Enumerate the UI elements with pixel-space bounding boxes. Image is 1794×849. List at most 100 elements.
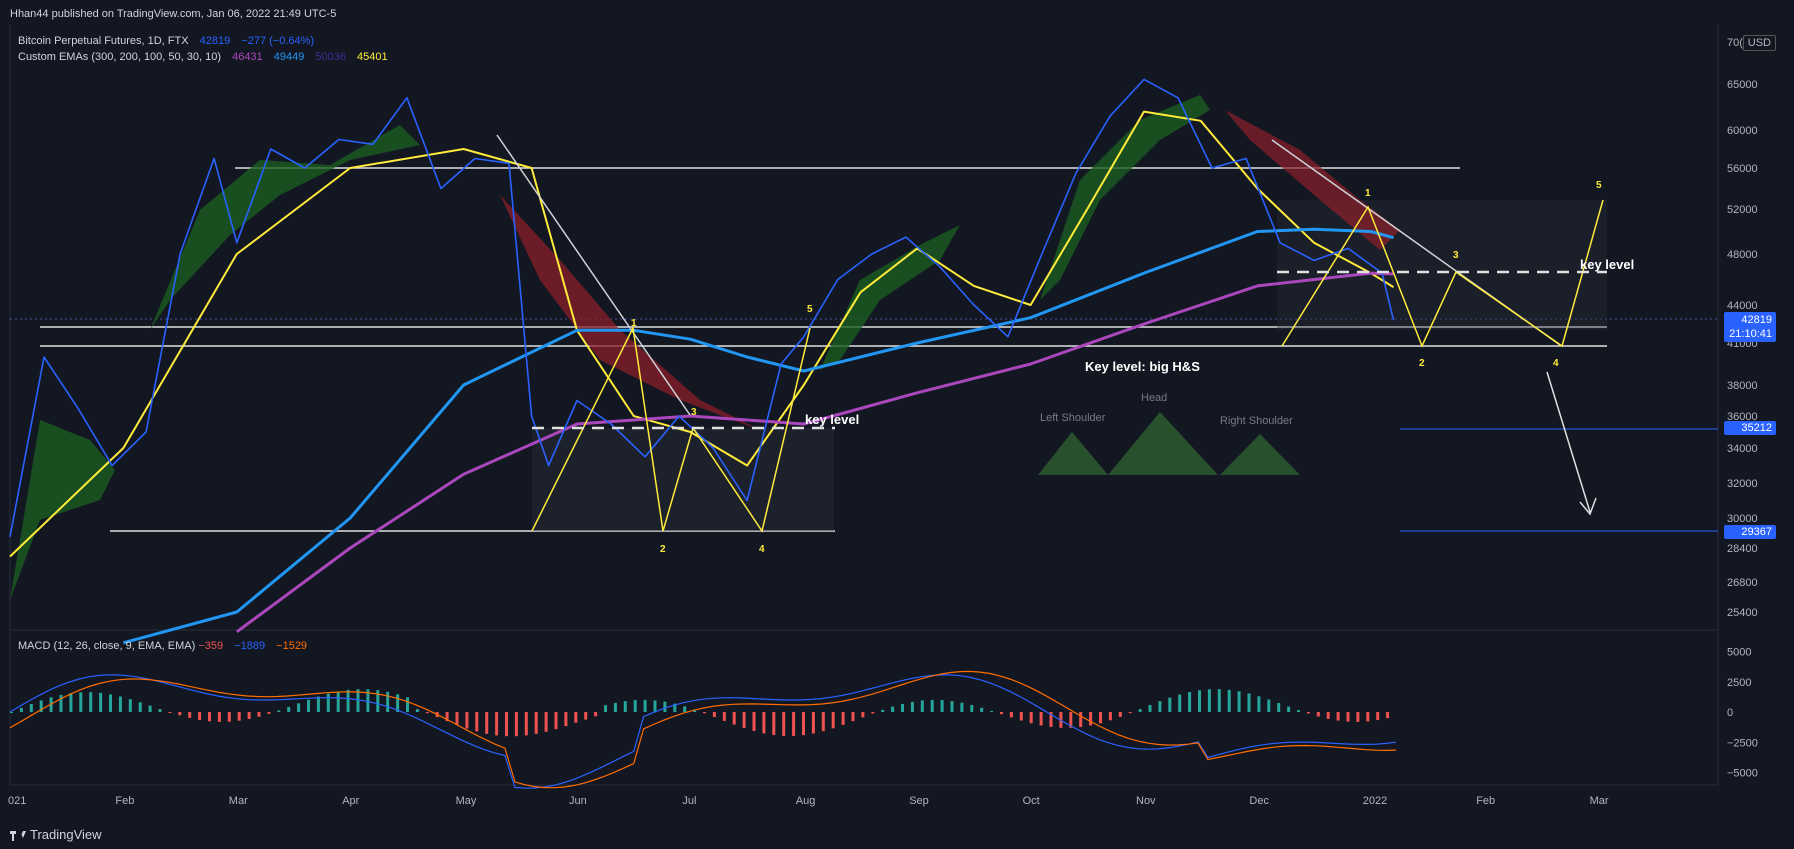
macd-hist-bar bbox=[1267, 699, 1271, 712]
macd-hist-bar bbox=[940, 700, 944, 712]
macd-hist-bar bbox=[1188, 692, 1192, 712]
y-tick-label: 38000 bbox=[1727, 380, 1758, 392]
macd-hist-bar bbox=[188, 712, 192, 718]
macd-hist-bar bbox=[158, 709, 162, 712]
macd-hist-bar bbox=[811, 712, 815, 734]
macd-hist-bar bbox=[1118, 712, 1122, 717]
macd-hist-bar bbox=[970, 705, 974, 712]
macd-hist-value: −359 bbox=[198, 640, 224, 652]
macd-hist-bar bbox=[118, 696, 122, 712]
footer-brand: TradingView bbox=[10, 827, 102, 842]
macd-hist-bar bbox=[821, 712, 825, 732]
macd-hist-bar bbox=[109, 694, 112, 712]
macd-hist-bar bbox=[673, 703, 677, 712]
wave-label: 3 bbox=[1453, 250, 1459, 261]
macd-hist-bar bbox=[217, 712, 221, 722]
macd-hist-bar bbox=[1178, 694, 1182, 712]
ema300-value: 46431 bbox=[232, 51, 263, 63]
macd-hist-bar bbox=[1326, 712, 1330, 719]
pattern-box bbox=[1277, 200, 1607, 330]
macd-hist-bar bbox=[1306, 712, 1310, 714]
macd-hist-bar bbox=[1168, 697, 1172, 712]
macd-hist-bar bbox=[1089, 712, 1093, 726]
wave-label: 3 bbox=[691, 407, 697, 418]
macd-hist-bar bbox=[762, 712, 766, 734]
macd-hist-bar bbox=[514, 712, 518, 737]
macd-hist-bar bbox=[356, 689, 360, 712]
last-price-badge-countdown: 21:10:41 bbox=[1729, 328, 1772, 340]
head-label: Head bbox=[1141, 392, 1167, 404]
macd-hist-bar bbox=[1277, 703, 1281, 712]
x-tick-label: Nov bbox=[1136, 795, 1156, 807]
macd-hist-bar bbox=[1029, 712, 1033, 724]
macd-hist-bar bbox=[128, 699, 132, 712]
macd-hist-bar bbox=[89, 692, 93, 712]
wave-label: 5 bbox=[1596, 180, 1602, 191]
macd-hist-bar bbox=[742, 712, 746, 728]
macd-hist-bar bbox=[891, 706, 895, 712]
macd-label: MACD (12, 26, close, 9, EMA, EMA) bbox=[18, 640, 196, 652]
macd-hist-bar bbox=[831, 712, 835, 729]
y-tick-label: 52000 bbox=[1727, 204, 1758, 216]
macd-hist-bar bbox=[307, 699, 310, 712]
y-tick-label: 65000 bbox=[1727, 79, 1758, 91]
macd-hist-bar bbox=[604, 705, 607, 712]
x-tick-label: Feb bbox=[115, 795, 134, 807]
macd-hist-bar bbox=[1148, 705, 1152, 712]
macd-hist-bar bbox=[623, 701, 627, 712]
macd-hist-bar bbox=[554, 712, 558, 730]
macd-hist-bar bbox=[178, 712, 182, 716]
macd-y-tick-label: −2500 bbox=[1727, 737, 1758, 749]
y-tick-label: 60000 bbox=[1727, 125, 1758, 137]
macd-hist-bar bbox=[1138, 709, 1142, 712]
macd-hist-bar bbox=[505, 712, 508, 737]
macd-hist-bar bbox=[861, 712, 865, 718]
x-tick-label: Feb bbox=[1476, 795, 1495, 807]
x-tick-label: Jul bbox=[682, 795, 696, 807]
macd-hist-bar bbox=[208, 712, 211, 722]
currency-badge[interactable]: USD bbox=[1742, 35, 1776, 51]
macd-hist-bar bbox=[19, 707, 23, 712]
macd-hist-bar bbox=[584, 712, 588, 720]
macd-hist-bar bbox=[1336, 712, 1340, 721]
x-tick-label: Mar bbox=[1590, 795, 1609, 807]
macd-y-tick-label: 0 bbox=[1727, 707, 1733, 719]
y-tick-label: 26800 bbox=[1727, 577, 1758, 589]
macd-hist-bar bbox=[1009, 712, 1013, 718]
left-shoulder-triangle bbox=[1038, 432, 1108, 475]
macd-hist-bar bbox=[792, 712, 796, 736]
macd-hist-bar bbox=[1099, 712, 1102, 724]
last-price-badge-value: 42819 bbox=[1741, 314, 1772, 326]
macd-hist-bar bbox=[1386, 712, 1390, 719]
macd-hist-bar bbox=[1198, 690, 1201, 712]
macd-hist-bar bbox=[267, 712, 271, 714]
macd-hist-bar bbox=[712, 712, 716, 717]
macd-signal-line bbox=[9, 670, 1397, 789]
macd-hist-bar bbox=[277, 710, 281, 712]
trend-line bbox=[496, 134, 691, 416]
macd-hist-bar bbox=[643, 699, 647, 712]
macd-hist-bar bbox=[524, 712, 528, 736]
ema-legend: Custom EMAs (300, 200, 100, 50, 30, 10) … bbox=[18, 51, 388, 63]
macd-y-tick-label: 5000 bbox=[1727, 647, 1751, 659]
right-shoulder-label: Right Shoulder bbox=[1220, 415, 1293, 427]
macd-hist-bar bbox=[316, 696, 320, 712]
bull-ribbon bbox=[150, 125, 420, 330]
macd-hist-bar bbox=[950, 701, 954, 712]
macd-hist-bar bbox=[1108, 712, 1112, 721]
macd-hist-bar bbox=[1158, 701, 1162, 712]
x-tick-label: Dec bbox=[1249, 795, 1269, 807]
macd-hist-bar bbox=[138, 702, 142, 712]
macd-hist-bar bbox=[1287, 706, 1291, 712]
macd-hist-bar bbox=[465, 712, 469, 729]
macd-hist-bar bbox=[445, 712, 449, 722]
x-tick-label: Jun bbox=[569, 795, 587, 807]
y-tick-label: 56000 bbox=[1727, 163, 1758, 175]
macd-hist-bar bbox=[881, 709, 885, 712]
y-tick-label: 48000 bbox=[1727, 249, 1758, 261]
ema100-value: 50036 bbox=[315, 51, 346, 63]
ema-line-200 bbox=[235, 271, 1394, 634]
key-level-label: key level bbox=[805, 412, 859, 427]
macd-hist-bar bbox=[366, 689, 370, 712]
